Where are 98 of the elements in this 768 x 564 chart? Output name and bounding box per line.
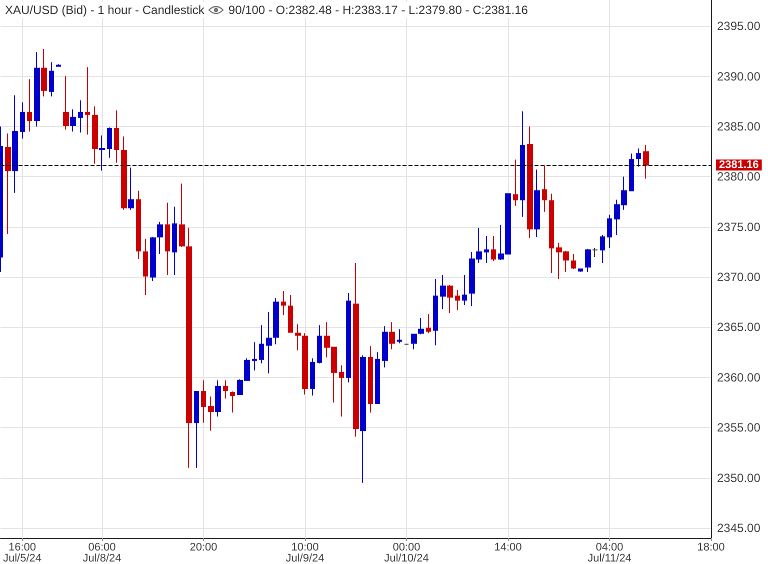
candlestick	[121, 136, 127, 210]
y-tick-label: 2395.00	[717, 19, 761, 34]
candlestick	[375, 352, 380, 404]
candlestick	[128, 167, 134, 210]
candlestick	[288, 294, 293, 333]
x-tick-label: 16:00 Jul/5/24	[3, 542, 42, 564]
candlestick	[636, 148, 641, 168]
x-tick-label: 10:00 Jul/9/24	[286, 542, 324, 564]
candlestick	[70, 108, 76, 132]
candlestick	[5, 132, 11, 234]
candlestick	[382, 326, 388, 368]
candlestick	[208, 396, 214, 432]
candlestick	[136, 190, 141, 260]
candlestick	[78, 100, 83, 133]
candlestick	[578, 268, 583, 273]
candlestick	[27, 78, 32, 132]
candlestick	[150, 236, 156, 282]
candlestick	[455, 290, 460, 311]
candlestick	[310, 358, 315, 396]
ref-line-label: 2381.16	[719, 159, 759, 172]
y-tick-label: 2365.00	[717, 320, 761, 334]
chart-subtitle: 90/100 - O:2382.48 - H:2383.17 - L:2379.80 - C:2381.16	[228, 3, 528, 17]
candlestick	[20, 102, 25, 140]
candlestick	[462, 274, 467, 306]
candlestick	[157, 221, 163, 254]
candlestick	[49, 62, 54, 97]
y-tick-label: 2355.00	[717, 420, 761, 435]
candlestick	[302, 332, 308, 395]
candlestick	[223, 380, 228, 399]
candlestick	[418, 318, 424, 335]
candlestick	[12, 94, 18, 194]
candlestick	[143, 238, 148, 296]
candlestick	[643, 144, 649, 180]
candlestick	[201, 380, 206, 424]
candlestick	[92, 106, 98, 164]
x-tick-label: 14:00	[494, 542, 522, 554]
candlestick	[114, 110, 119, 164]
candlestick	[339, 364, 344, 418]
y-tick-label: 2385.00	[717, 119, 761, 134]
x-tick-label: 00:00 Jul/10/24	[384, 542, 429, 564]
candlestick	[353, 262, 359, 438]
candlestick	[252, 342, 257, 371]
x-tick-label: 06:00 Jul/8/24	[82, 542, 122, 564]
candlestick	[426, 314, 431, 334]
candlestick	[629, 153, 634, 192]
candlestick	[107, 126, 112, 158]
candlestick	[592, 247, 598, 258]
candlestick	[273, 298, 279, 345]
candlestick	[447, 284, 453, 314]
y-tick-label: 2360.00	[717, 370, 761, 384]
candlestick	[585, 248, 591, 273]
candlestick	[571, 253, 576, 270]
candlestick	[41, 48, 47, 97]
candlestick	[397, 328, 402, 344]
candlestick	[484, 235, 489, 264]
candlestick	[411, 334, 417, 350]
candlestick	[194, 390, 199, 468]
y-tick-label: 2390.00	[717, 69, 761, 84]
candlestick	[389, 322, 395, 350]
x-tick-label: 04:00 Jul/11/24	[588, 542, 632, 564]
candlestick	[542, 165, 547, 212]
candlestick	[230, 390, 235, 414]
candlestick	[179, 183, 185, 248]
candlestick	[520, 110, 525, 218]
candlestick	[56, 64, 61, 67]
candlestick	[549, 193, 554, 274]
candlestick	[63, 76, 69, 130]
candlestick	[491, 235, 496, 262]
candlestick	[85, 66, 90, 135]
candlestick	[34, 52, 40, 127]
candlestick	[600, 234, 605, 264]
candlestick	[172, 206, 177, 276]
y-tick-label: 2350.00	[717, 470, 761, 485]
candlestick	[99, 135, 105, 172]
candlestick	[527, 126, 533, 238]
y-tick-label: 2375.00	[717, 220, 761, 234]
candlestick	[360, 354, 366, 484]
candlestick	[259, 324, 264, 364]
candlestick	[317, 324, 322, 364]
y-tick-label: 2380.00	[717, 170, 761, 184]
candlestick	[165, 202, 170, 276]
candlestick	[534, 169, 540, 238]
candlestick	[295, 324, 301, 351]
candlestick	[607, 214, 612, 248]
candlestick	[266, 312, 272, 374]
x-tick-label: 20:00	[190, 542, 218, 554]
candlestick	[440, 274, 446, 310]
chart-title: XAU/USD (Bid) - 1 hour - Candlestick	[5, 3, 204, 17]
candlestick	[368, 346, 373, 414]
candlestick	[346, 292, 351, 383]
candlestick	[186, 227, 192, 468]
candlestick	[513, 159, 518, 206]
y-tick-label: 2370.00	[717, 270, 761, 284]
candlestick	[215, 380, 221, 418]
y-tick-label: 2345.00	[717, 520, 761, 535]
candlestick	[433, 278, 438, 346]
candlestick	[281, 290, 286, 316]
x-tick-label: 18:00	[697, 542, 725, 554]
